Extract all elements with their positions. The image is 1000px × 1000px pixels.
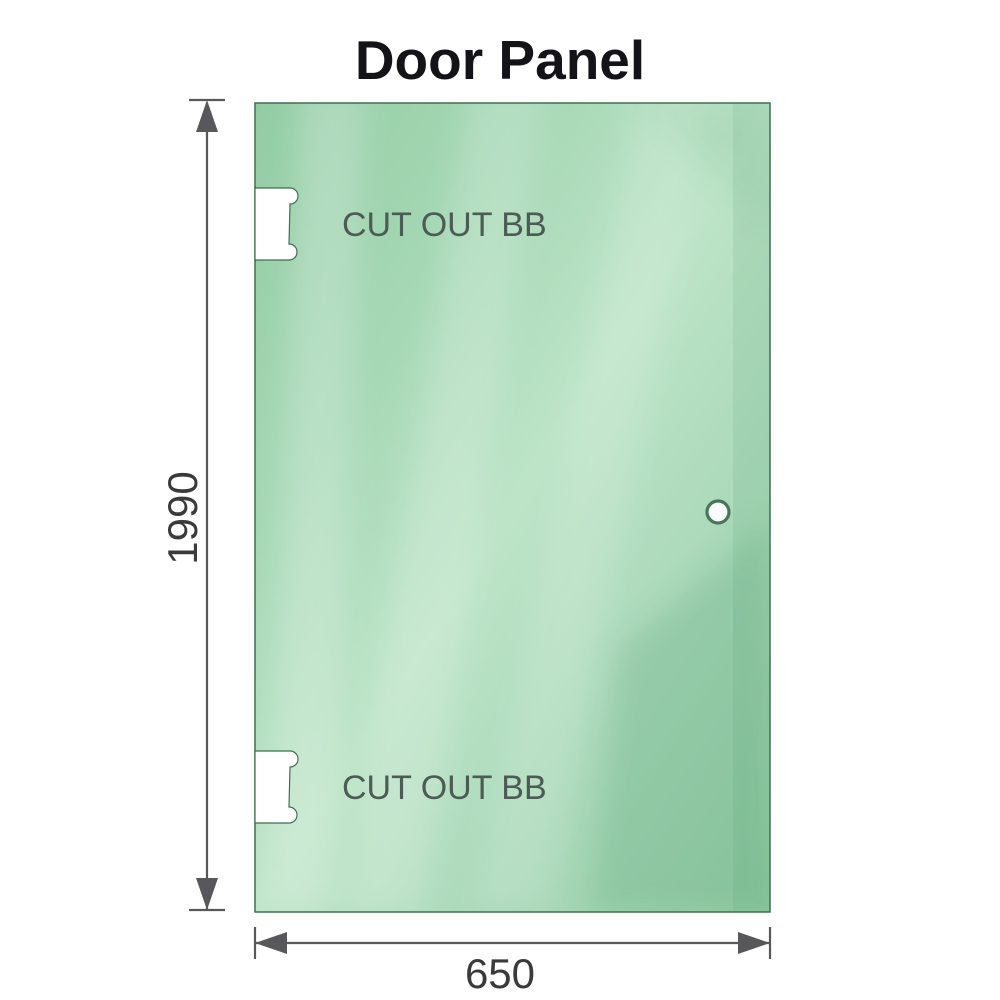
svg-text:650: 650 [465,950,535,997]
svg-text:CUT OUT BB: CUT OUT BB [342,206,547,244]
svg-text:1990: 1990 [159,471,206,564]
svg-text:CUT OUT BB: CUT OUT BB [342,769,547,807]
